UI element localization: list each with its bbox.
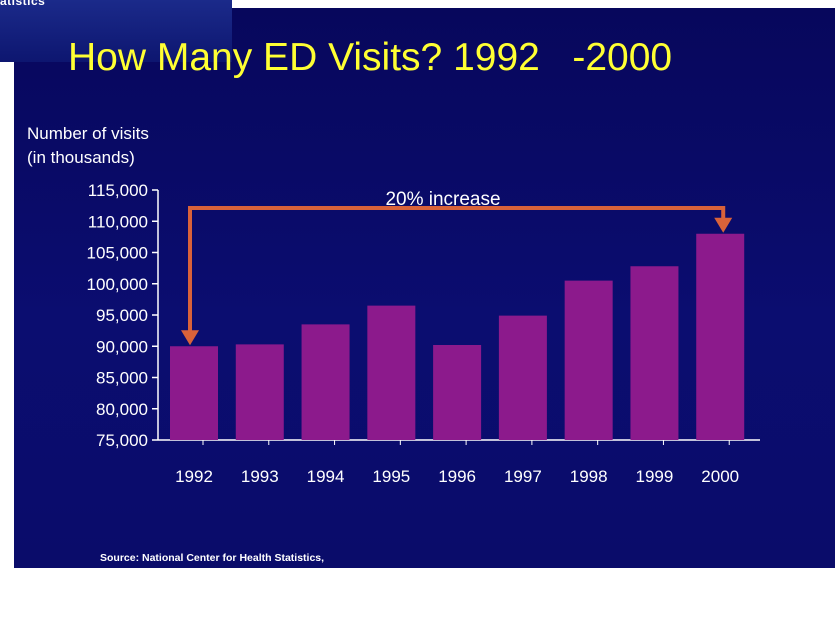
corner-tab: atistics — [0, 0, 232, 62]
source-line-2: National Hospital Ambulatory Medical Car… — [100, 603, 431, 615]
x-tick-label: 2000 — [701, 467, 739, 486]
increase-annotation: 20% increase — [385, 189, 500, 210]
x-tick-label: 1993 — [241, 467, 279, 486]
x-tick-label: 1996 — [438, 467, 476, 486]
bar-1999 — [630, 266, 679, 440]
increase-arrow-line — [188, 206, 726, 333]
bar-chart: 75,000 80,000 85,000 90,000 95,000 100,000 105… — [87, 181, 745, 486]
y-tick-label: 95,000 — [96, 306, 148, 325]
corner-text: atistics — [0, 0, 46, 8]
y-axis-label: Number of visits (in thousands) — [27, 122, 149, 170]
bar-1992 — [170, 346, 218, 440]
y-tick-label: 115,000 — [88, 181, 148, 200]
y-axis-label-line-1: Number of visits — [27, 124, 149, 143]
y-tick-label: 110,000 — [88, 212, 148, 231]
bar-1995 — [367, 305, 416, 440]
x-tick-label: 1994 — [307, 467, 345, 486]
x-tick-label: 1999 — [636, 467, 674, 486]
y-axis-label-line-2: (in thousands) — [27, 148, 135, 167]
bar-1997 — [498, 315, 547, 440]
source-note: Source: National Center for Health Stati… — [100, 516, 431, 635]
chart-title: How Many ED Visits? 1992 -2000 — [68, 36, 673, 79]
bar-2000 — [696, 233, 745, 440]
x-tick-label: 1992 — [175, 467, 213, 486]
increase-arrowhead-left — [181, 330, 199, 346]
y-tick-label: 90,000 — [96, 337, 148, 356]
y-tick-label: 75,000 — [96, 431, 148, 450]
x-tick-label: 1997 — [504, 467, 542, 486]
y-tick-label: 105,000 — [87, 244, 148, 263]
source-line-1: Source: National Center for Health Stati… — [100, 552, 325, 564]
y-tick-label: 85,000 — [96, 369, 148, 388]
x-tick-label: 1998 — [570, 467, 608, 486]
bar-1996 — [433, 345, 482, 440]
bar-1993 — [235, 344, 284, 440]
y-tick-label: 80,000 — [96, 400, 148, 419]
bar-1994 — [301, 324, 350, 440]
x-tick-label: 1995 — [372, 467, 410, 486]
increase-arrowhead-right — [714, 217, 733, 233]
y-tick-label: 100,000 — [87, 275, 148, 294]
bar-1998 — [564, 280, 613, 440]
